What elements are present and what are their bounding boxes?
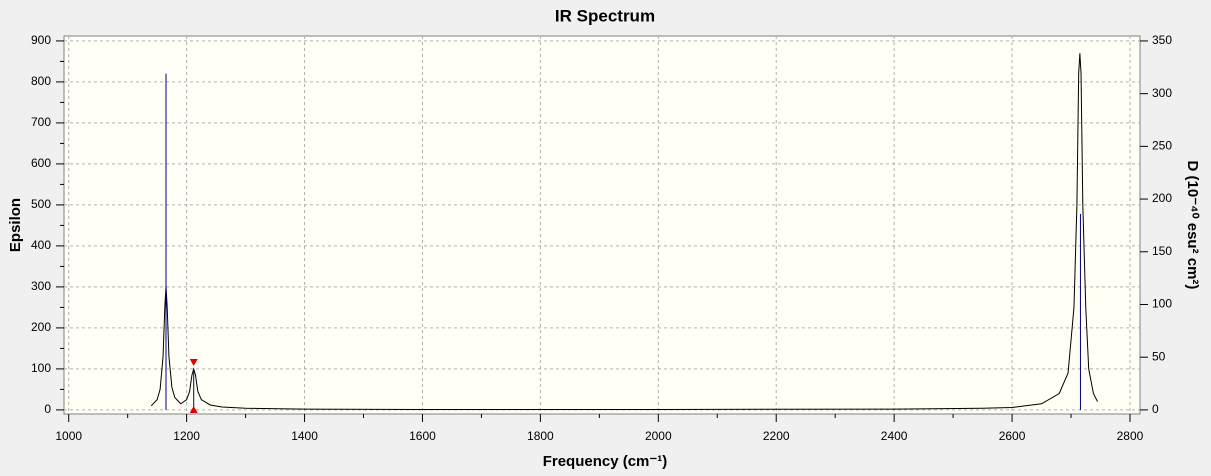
x-axis-label: Frequency (cm⁻¹) xyxy=(543,453,668,470)
y2-tick-label: 0 xyxy=(1152,402,1159,416)
x-tick-label: 1600 xyxy=(409,429,436,443)
y-tick-label: 100 xyxy=(31,361,51,375)
plot-area xyxy=(63,35,1141,415)
y2-axis-label: D (10⁻⁴⁰ esu² cm²) xyxy=(1184,161,1201,290)
y-axis-label: Epsilon xyxy=(7,198,24,252)
y2-tick-label: 300 xyxy=(1152,86,1172,100)
x-tick-label: 2400 xyxy=(881,429,908,443)
chart-title: IR Spectrum xyxy=(555,6,655,25)
y-tick-label: 900 xyxy=(31,33,51,47)
x-tick-label: 1800 xyxy=(527,429,554,443)
x-tick-label: 1000 xyxy=(55,429,82,443)
x-tick-label: 1200 xyxy=(173,429,200,443)
y-tick-label: 500 xyxy=(31,197,51,211)
y2-tick-label: 50 xyxy=(1152,349,1166,363)
y-tick-label: 700 xyxy=(31,115,51,129)
x-tick-label: 2000 xyxy=(645,429,672,443)
selection-marker xyxy=(189,406,198,413)
x-tick-label: 2200 xyxy=(763,429,790,443)
y-tick-label: 800 xyxy=(31,74,51,88)
y2-tick-label: 350 xyxy=(1152,33,1172,47)
x-tick-label: 1400 xyxy=(291,429,318,443)
y2-tick-label: 200 xyxy=(1152,191,1172,205)
y2-tick-label: 250 xyxy=(1152,139,1172,153)
y2-tick-label: 100 xyxy=(1152,297,1172,311)
x-tick-label: 2800 xyxy=(1117,429,1144,443)
x-tick-label: 2600 xyxy=(999,429,1026,443)
y-tick-label: 600 xyxy=(31,156,51,170)
y-tick-label: 300 xyxy=(31,279,51,293)
selection-marker xyxy=(189,359,198,366)
spectrum-line xyxy=(150,53,1098,410)
y-tick-label: 400 xyxy=(31,238,51,252)
y-tick-label: 200 xyxy=(31,320,51,334)
y-tick-label: 0 xyxy=(44,402,51,416)
y2-tick-label: 150 xyxy=(1152,244,1172,258)
